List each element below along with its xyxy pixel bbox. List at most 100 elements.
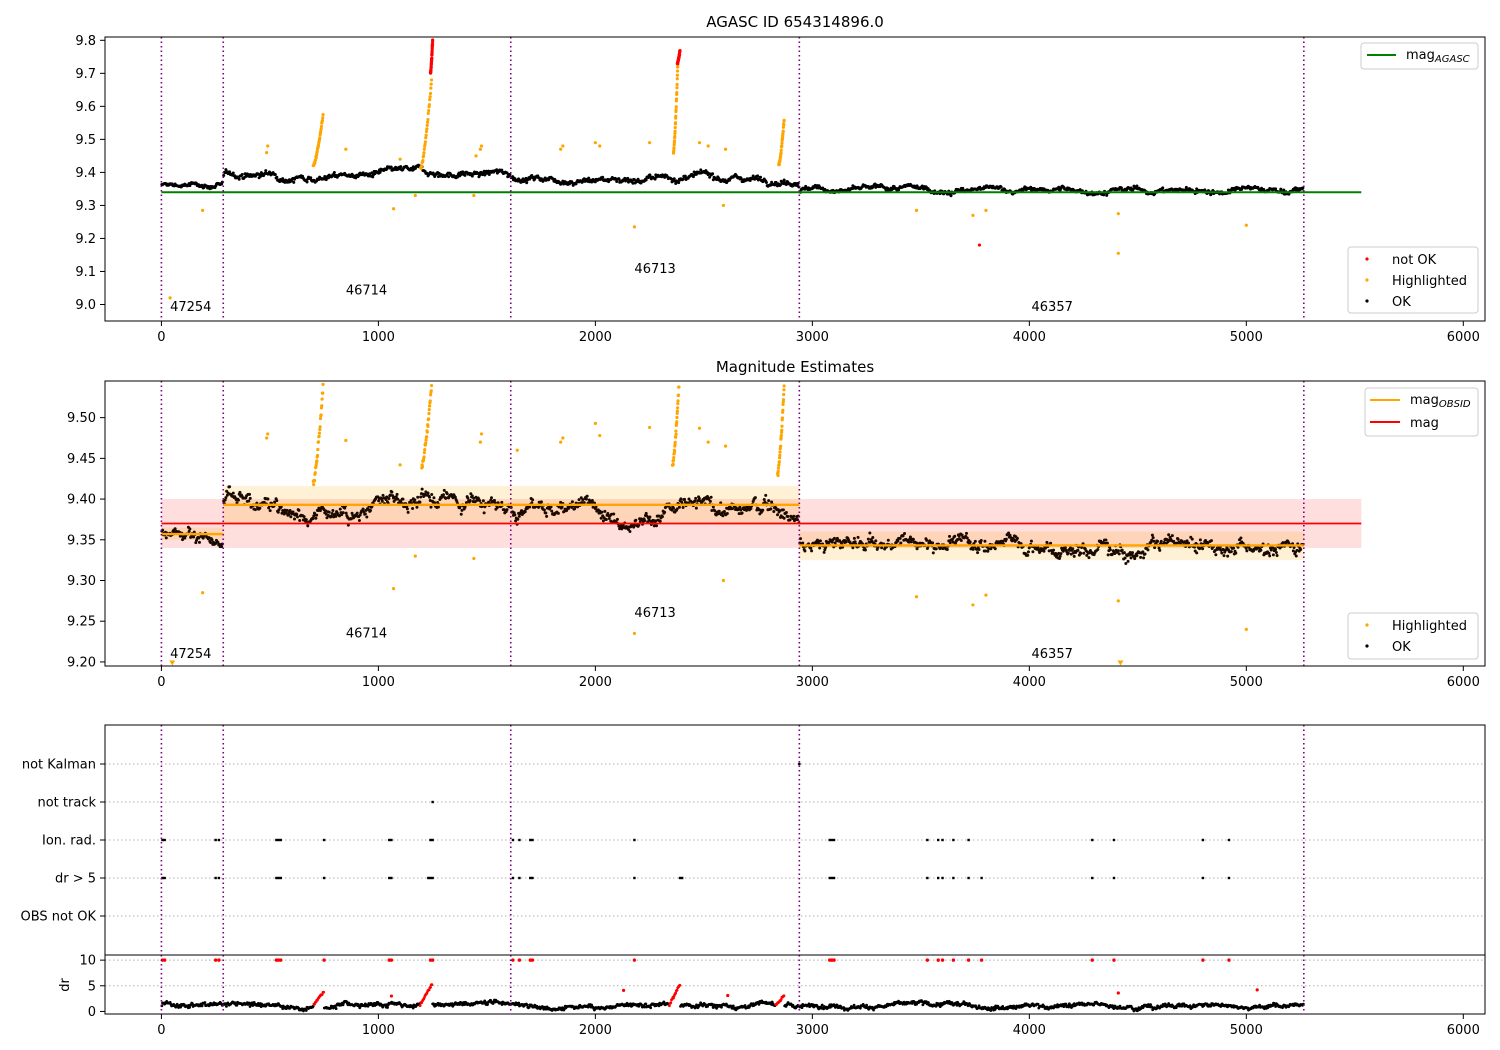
ok-point <box>197 540 201 544</box>
highlighted-legend-marker <box>1365 278 1369 282</box>
flare-point <box>314 465 318 469</box>
ok-point <box>306 524 310 528</box>
ok-point <box>1209 539 1213 543</box>
ok-point <box>769 507 773 511</box>
flags-grid <box>105 763 1485 917</box>
ok-point <box>977 547 981 551</box>
ok-point <box>1170 534 1174 538</box>
dr-point <box>191 1002 194 1005</box>
ok-point <box>302 515 306 519</box>
y-tick-label: 9.45 <box>67 452 96 467</box>
flare-point <box>781 402 785 406</box>
flare-point <box>423 448 427 452</box>
flare-point <box>672 148 676 152</box>
ok-point <box>1036 546 1040 550</box>
ok-point <box>188 527 192 531</box>
ok-point <box>767 499 771 503</box>
ok-point <box>523 510 527 514</box>
flag-point <box>431 838 434 842</box>
ok-point <box>508 173 512 177</box>
ok-point <box>1066 551 1070 555</box>
ok-point <box>220 545 224 549</box>
ok-point <box>708 499 712 503</box>
flag-point <box>429 876 432 880</box>
ok-point <box>513 513 517 517</box>
dr-point <box>590 1003 594 1007</box>
highlighted-point <box>168 296 172 300</box>
ok-point <box>643 519 647 523</box>
ok-point <box>763 500 767 504</box>
ok-point <box>1087 556 1091 560</box>
flare-point <box>429 78 434 82</box>
ok-point <box>1049 548 1053 552</box>
obsid-label: 47254 <box>170 300 211 315</box>
ok-point <box>891 187 895 191</box>
highlighted-point <box>971 213 975 217</box>
x-tick-label: 1000 <box>362 330 395 345</box>
ok-point <box>292 180 296 184</box>
highlighted-point <box>593 421 597 425</box>
flare-point <box>672 455 676 460</box>
ok-point <box>1195 551 1199 555</box>
flare-point <box>316 447 320 452</box>
ok-point <box>1275 553 1279 557</box>
ok-point <box>173 527 177 531</box>
x-tick-label: 4000 <box>1013 675 1046 690</box>
ok-point <box>594 505 598 509</box>
highlighted-point <box>266 432 270 436</box>
flare-point <box>428 393 433 397</box>
highlighted-point <box>265 436 269 440</box>
y-tick-label: 9.40 <box>67 493 96 508</box>
flare-point <box>781 125 786 129</box>
ok-point <box>731 507 735 511</box>
ok-point <box>248 492 252 496</box>
ok-legend-marker <box>1365 299 1369 303</box>
ok-point <box>380 499 384 503</box>
ok-point <box>1123 556 1127 560</box>
agasc-line-legend: magAGASC <box>1360 42 1479 70</box>
ok-point <box>582 501 586 505</box>
estimates-y-axis: 9.209.259.309.359.409.459.50 <box>67 411 105 670</box>
y-tick-label: 9.1 <box>75 265 96 280</box>
ok-point <box>880 546 884 550</box>
flare-point <box>779 148 783 152</box>
ok-point <box>1108 548 1112 552</box>
agasc-y-axis: 9.09.19.29.39.49.59.69.79.8 <box>75 34 105 313</box>
flare-point <box>676 399 680 403</box>
flag-point <box>680 876 684 880</box>
agasc-point-legend: not OK Highlighted OK <box>1347 246 1479 314</box>
ok-point <box>866 537 870 541</box>
dr-point <box>649 1006 653 1010</box>
ok-point <box>209 540 213 544</box>
flag-point <box>633 876 636 880</box>
flare-point <box>425 435 429 439</box>
obsid-label: 47254 <box>170 647 211 662</box>
ok-point <box>1085 553 1089 557</box>
ok-point <box>517 514 521 518</box>
flare-point <box>776 466 781 470</box>
ok-point <box>489 496 493 500</box>
ok-point <box>406 510 410 514</box>
ok-point <box>362 510 366 514</box>
flare-point <box>673 129 677 134</box>
flag-point <box>529 876 532 880</box>
ok-point <box>679 497 683 501</box>
ok-point <box>550 509 554 513</box>
flare-point <box>316 143 321 147</box>
ok-point <box>577 498 581 502</box>
dr-point <box>203 1001 207 1004</box>
ok-point <box>305 180 309 184</box>
dr-point <box>800 1006 804 1010</box>
flag-point <box>1091 838 1094 842</box>
estimates-title: Magnitude Estimates <box>716 358 874 376</box>
ok-point <box>539 500 543 504</box>
flare-point <box>428 91 433 96</box>
ok-point <box>411 506 415 510</box>
flag-point <box>832 838 836 842</box>
flare-point <box>782 384 786 388</box>
ok-point <box>607 517 611 521</box>
highlighted-point <box>721 578 725 583</box>
ok-point <box>979 539 983 543</box>
y-tick-label: 9.35 <box>67 533 96 548</box>
